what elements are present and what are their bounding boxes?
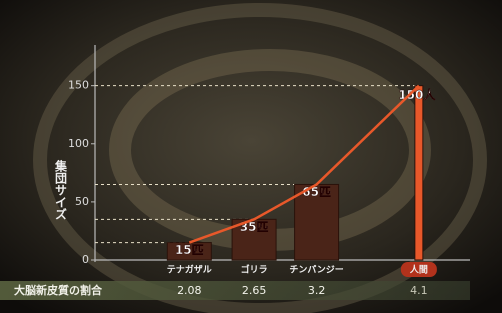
x-tick-label: テナガザル [167,264,212,276]
chart: 集団サイズ 大脳新皮質の割合 05010015015匹テナガザル2.0835匹ゴ… [0,0,502,313]
x-tick-label: チンパンジー [289,264,343,276]
y-tick-label: 100 [68,137,89,150]
y-tick-label: 0 [82,253,89,266]
y-tick-label: 150 [68,79,89,92]
ratio-label: 3.2 [308,284,326,297]
value-label: 15匹 [175,243,204,257]
x-axis-label: 大脳新皮質の割合 [14,283,103,297]
y-axis-label: 集団サイズ [54,159,68,220]
ratio-label: 2.08 [177,284,202,297]
ratio-label: 2.65 [242,284,267,297]
ratio-label: 4.1 [410,284,428,297]
y-tick-label: 50 [75,195,89,208]
human-figure [415,86,423,260]
x-tick-label: 人間 [409,264,428,276]
x-tick-label: ゴリラ [241,264,268,276]
value-label: 65匹 [302,185,331,199]
